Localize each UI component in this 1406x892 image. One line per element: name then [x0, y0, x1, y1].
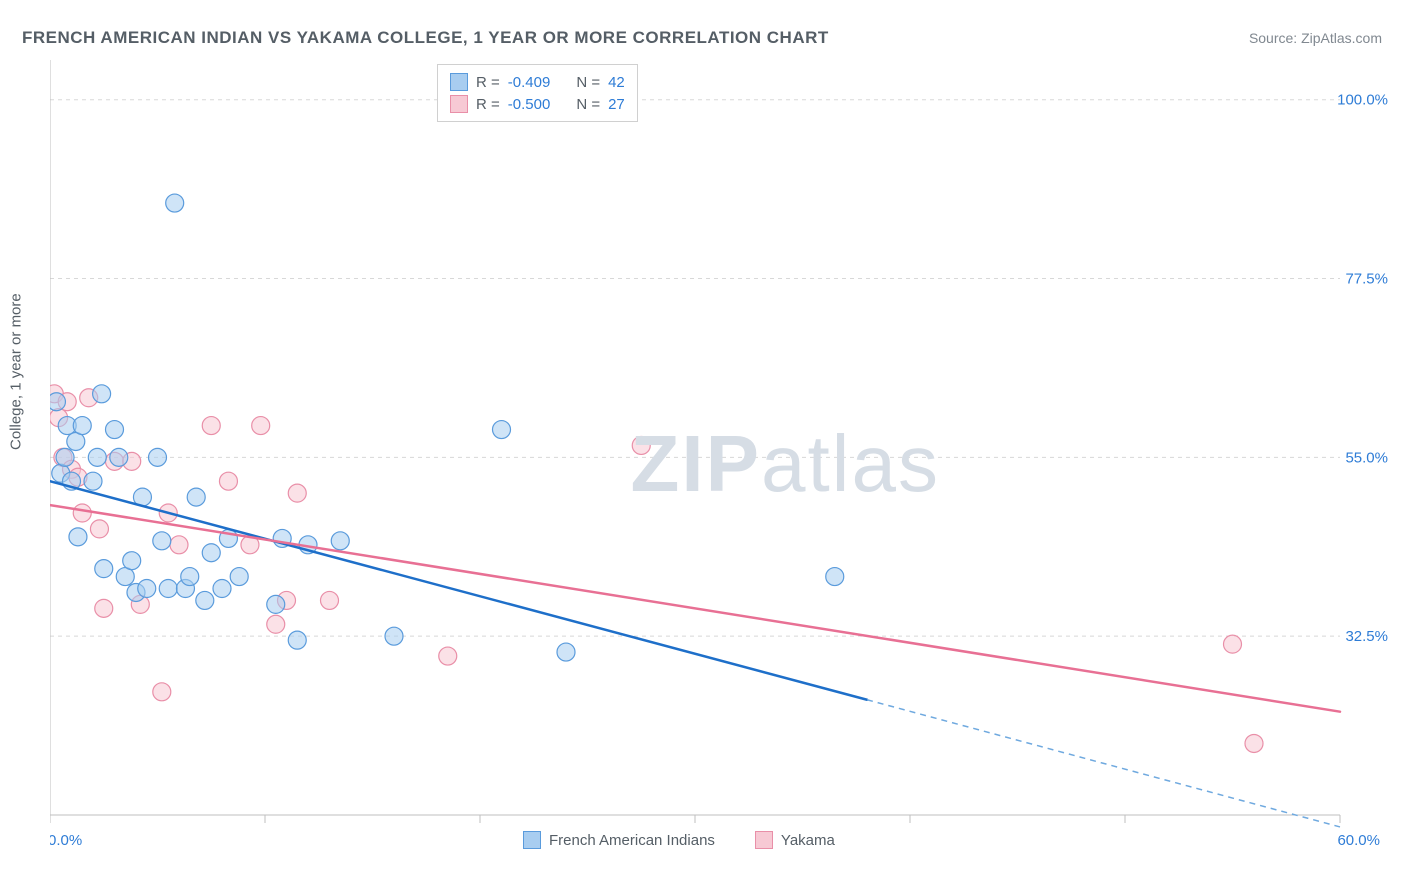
- correlation-legend: R = -0.409 N = 42 R = -0.500 N = 27: [437, 64, 638, 122]
- n-value: 42: [608, 74, 625, 91]
- legend-swatch: [450, 95, 468, 113]
- n-value: 27: [608, 96, 625, 113]
- legend-row: R = -0.500 N = 27: [450, 93, 625, 115]
- legend-label: Yakama: [781, 832, 835, 849]
- series-legend: French American Indians Yakama: [523, 831, 835, 849]
- source-link[interactable]: ZipAtlas.com: [1301, 30, 1382, 46]
- svg-text:100.0%: 100.0%: [1337, 92, 1388, 109]
- legend-label: French American Indians: [549, 832, 715, 849]
- r-label: R =: [476, 74, 500, 91]
- chart-title: FRENCH AMERICAN INDIAN VS YAKAMA COLLEGE…: [22, 28, 829, 48]
- source-attribution: Source: ZipAtlas.com: [1249, 30, 1382, 46]
- r-value: -0.500: [508, 96, 551, 113]
- legend-row: R = -0.409 N = 42: [450, 71, 625, 93]
- svg-text:32.5%: 32.5%: [1345, 628, 1388, 645]
- y-axis-label: College, 1 year or more: [8, 293, 25, 450]
- svg-text:60.0%: 60.0%: [1337, 832, 1380, 849]
- svg-text:0.0%: 0.0%: [50, 832, 82, 849]
- svg-text:55.0%: 55.0%: [1345, 449, 1388, 466]
- svg-text:77.5%: 77.5%: [1345, 271, 1388, 288]
- legend-swatch: [450, 73, 468, 91]
- legend-swatch: [523, 831, 541, 849]
- legend-item: French American Indians: [523, 831, 715, 849]
- n-label: N =: [576, 96, 600, 113]
- scatter-plot: 32.5% 55.0% 77.5% 100.0% 0.0% 60.0%: [50, 60, 1390, 860]
- n-label: N =: [576, 74, 600, 91]
- legend-swatch: [755, 831, 773, 849]
- r-value: -0.409: [508, 74, 551, 91]
- legend-item: Yakama: [755, 831, 835, 849]
- r-label: R =: [476, 96, 500, 113]
- source-label: Source:: [1249, 30, 1301, 46]
